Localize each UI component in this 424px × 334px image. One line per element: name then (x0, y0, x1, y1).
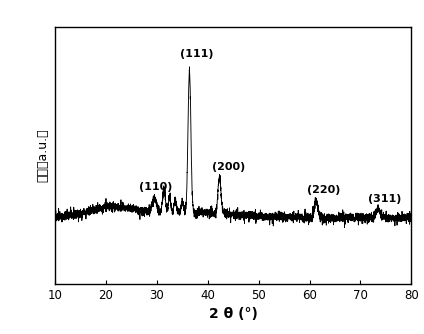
Y-axis label: 强度（a.u.）: 强度（a.u.） (36, 129, 50, 182)
X-axis label: 2 θ (°): 2 θ (°) (209, 307, 258, 321)
Text: (311): (311) (368, 194, 402, 204)
Text: (111): (111) (180, 49, 213, 59)
Text: (200): (200) (212, 162, 245, 172)
Text: (110): (110) (139, 182, 173, 192)
Text: (220): (220) (307, 185, 340, 195)
